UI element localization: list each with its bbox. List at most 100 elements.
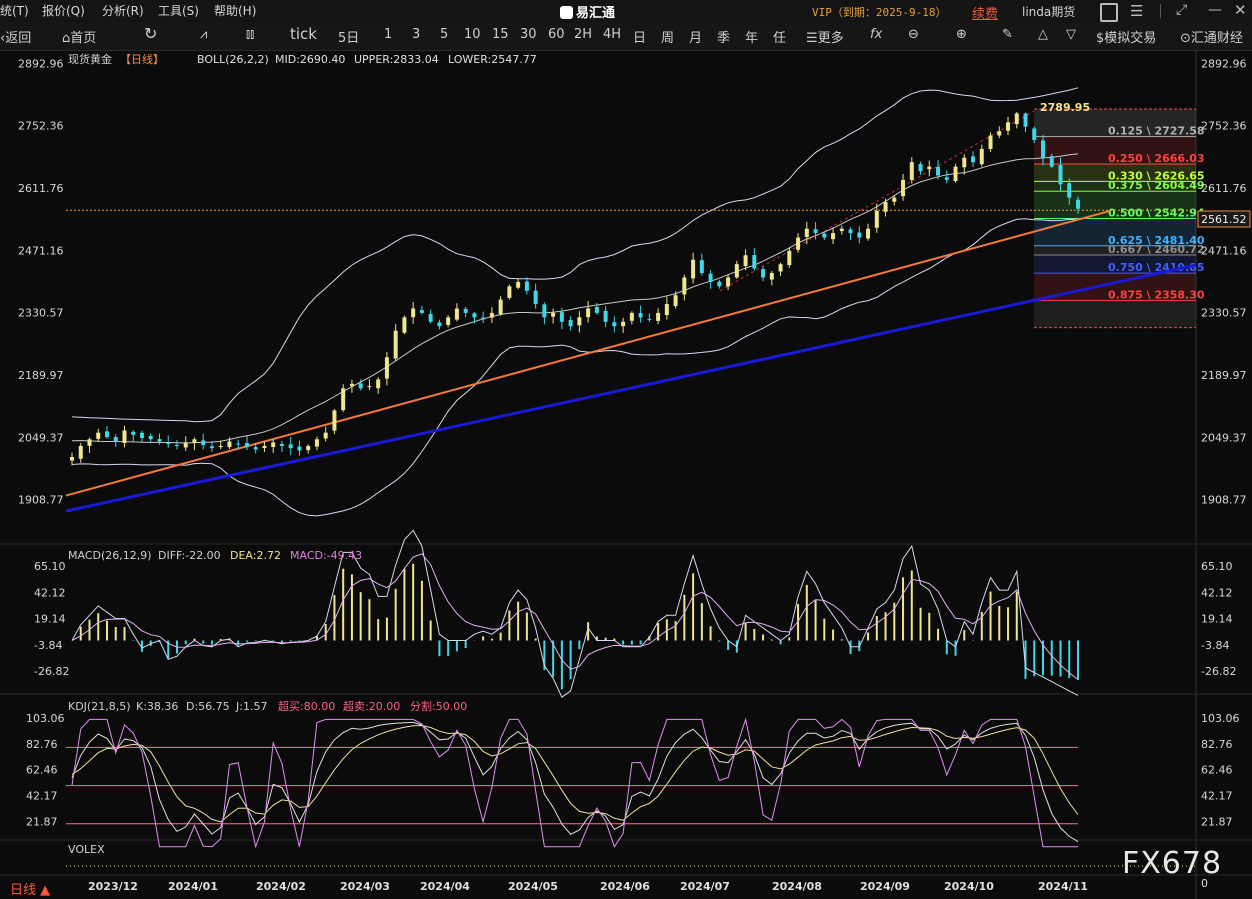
period-quarter[interactable]: 季 bbox=[717, 31, 731, 46]
more-button[interactable]: ☰更多 bbox=[806, 27, 844, 46]
candle-body bbox=[183, 442, 188, 448]
period-5m[interactable]: 5 bbox=[440, 27, 449, 42]
fib-band bbox=[1034, 218, 1196, 246]
tick-button[interactable]: tick bbox=[290, 25, 317, 43]
candle-body bbox=[586, 308, 591, 318]
menu-system[interactable]: 统(T) bbox=[0, 4, 29, 18]
macd-layer bbox=[71, 529, 1079, 698]
refresh-icon[interactable]: ↻ bbox=[144, 24, 158, 43]
triangle-down-icon[interactable]: ▽ bbox=[1066, 27, 1076, 42]
red-dashed-trendline bbox=[719, 110, 1035, 292]
candle-body bbox=[367, 386, 372, 388]
candle-body bbox=[1006, 122, 1011, 131]
candle-body bbox=[104, 431, 109, 438]
zoom-out-icon[interactable]: ⊖ bbox=[908, 27, 919, 42]
kdj-tick-right: 62.46 bbox=[1201, 764, 1233, 777]
dollar-icon: $ bbox=[1096, 31, 1105, 46]
candle-body bbox=[1076, 199, 1080, 209]
period-year[interactable]: 年 bbox=[745, 31, 759, 46]
candle-body bbox=[559, 312, 564, 322]
pen-icon[interactable]: ✎ bbox=[1002, 27, 1013, 42]
period-day[interactable]: 日 bbox=[633, 31, 647, 46]
triangle-up-icon[interactable]: △ bbox=[1038, 27, 1048, 42]
price-tick-left: 1908.77 bbox=[18, 494, 64, 507]
trendline-layer bbox=[65, 110, 1197, 513]
candle-body bbox=[349, 383, 354, 387]
period-30m[interactable]: 30 bbox=[520, 27, 537, 42]
boll-mid-line bbox=[71, 153, 1079, 444]
candle-body bbox=[901, 179, 906, 197]
line-chart-icon[interactable]: ⩘ bbox=[200, 27, 208, 42]
chart-area[interactable]: 0.125 \ 2727.58 0.250 \ 2666.03 0.330 \ 26… bbox=[0, 50, 1252, 899]
menu-bar: 统(T) 报价(Q) 分析(R) 工具(S) 帮助(H) 易汇通 VIP（到期：… bbox=[0, 0, 1252, 23]
period-month[interactable]: 月 bbox=[689, 31, 703, 46]
period-custom[interactable]: 任 bbox=[773, 31, 787, 46]
username[interactable]: linda期货 bbox=[1022, 5, 1076, 19]
fx-news-button[interactable]: ⊙汇通财经 bbox=[1180, 27, 1243, 46]
candle-body bbox=[113, 437, 118, 442]
candle-body bbox=[428, 313, 433, 322]
kdj-j-line bbox=[71, 717, 1078, 849]
period-5d[interactable]: 5日 bbox=[338, 31, 360, 46]
last-price-box bbox=[1197, 210, 1251, 228]
restore-icon[interactable]: ⤢ bbox=[1176, 2, 1188, 18]
candle-chart-icon[interactable]: ⫾⫾ bbox=[246, 27, 255, 42]
macd-tick-right: -3.84 bbox=[1201, 639, 1229, 652]
candle-body bbox=[297, 446, 302, 451]
close-icon[interactable]: ✕ bbox=[1234, 1, 1247, 19]
candle-body bbox=[148, 435, 153, 440]
candle-body bbox=[892, 197, 897, 202]
period-3m[interactable]: 3 bbox=[412, 27, 421, 42]
period-week[interactable]: 周 bbox=[661, 31, 675, 46]
candle-body bbox=[804, 228, 809, 237]
minimize-icon[interactable]: — bbox=[1208, 2, 1222, 18]
vip-expiry: VIP（到期：2025-9-18） bbox=[812, 6, 947, 19]
period-selector[interactable]: 日线 ▲ bbox=[10, 883, 51, 898]
menu-help[interactable]: 帮助(H) bbox=[214, 4, 257, 18]
candle-body bbox=[953, 166, 958, 182]
menu-quote[interactable]: 报价(Q) bbox=[42, 4, 85, 18]
fx-news-icon: ⊙ bbox=[1180, 31, 1191, 46]
kdj-legend-k: K:38.36 bbox=[136, 700, 178, 713]
price-tick-right: 2330.57 bbox=[1201, 307, 1247, 320]
bollinger-layer bbox=[71, 87, 1079, 517]
candle-body bbox=[271, 442, 276, 447]
fx-news-label: 汇通财经 bbox=[1190, 31, 1243, 46]
period-60m[interactable]: 60 bbox=[548, 27, 565, 42]
brand-title: 易汇通 bbox=[576, 6, 616, 21]
period-1m[interactable]: 1 bbox=[384, 27, 393, 42]
candle-body bbox=[822, 233, 827, 238]
kdj-tick-right: 82.76 bbox=[1201, 738, 1233, 751]
formula-icon[interactable]: fx bbox=[870, 27, 883, 42]
candle-body bbox=[918, 164, 923, 172]
candle-body bbox=[1032, 128, 1037, 141]
candle-body bbox=[166, 442, 171, 444]
fib-level-label: 0.500 \ 2542.94 bbox=[1108, 207, 1205, 220]
candle-body bbox=[857, 232, 862, 238]
notes-icon[interactable] bbox=[1100, 3, 1118, 22]
sim-trade-button[interactable]: $模拟交易 bbox=[1096, 27, 1156, 46]
back-button[interactable]: ‹返回 bbox=[0, 27, 31, 46]
menu-analysis[interactable]: 分析(R) bbox=[102, 4, 144, 18]
home-button[interactable]: ⌂首页 bbox=[62, 27, 96, 46]
period-2h[interactable]: 2H bbox=[574, 27, 593, 42]
back-label: 返回 bbox=[5, 31, 32, 46]
menu-tools[interactable]: 工具(S) bbox=[158, 4, 199, 18]
axis-layer: 2892.96 2892.96 2752.36 2752.36 2611.76 2611.… bbox=[18, 57, 1247, 893]
zoom-in-icon[interactable]: ⊕ bbox=[956, 27, 967, 42]
period-4h[interactable]: 4H bbox=[603, 27, 622, 42]
x-axis-label: 2024/08 bbox=[772, 880, 822, 893]
candle-body bbox=[1049, 156, 1054, 167]
candle-body bbox=[384, 357, 389, 379]
price-tick-right: 2189.97 bbox=[1201, 369, 1247, 382]
candle-body bbox=[831, 233, 836, 240]
period-10m[interactable]: 10 bbox=[464, 27, 481, 42]
renew-link[interactable]: 续费 bbox=[972, 7, 999, 22]
more-label: 更多 bbox=[817, 31, 844, 46]
candle-body bbox=[262, 445, 267, 448]
shirt-icon[interactable]: ☰ bbox=[1130, 2, 1144, 20]
period-15m[interactable]: 15 bbox=[492, 27, 509, 42]
candle-body bbox=[734, 264, 739, 278]
macd-diff-line bbox=[71, 529, 1079, 698]
candle-body bbox=[314, 439, 319, 447]
